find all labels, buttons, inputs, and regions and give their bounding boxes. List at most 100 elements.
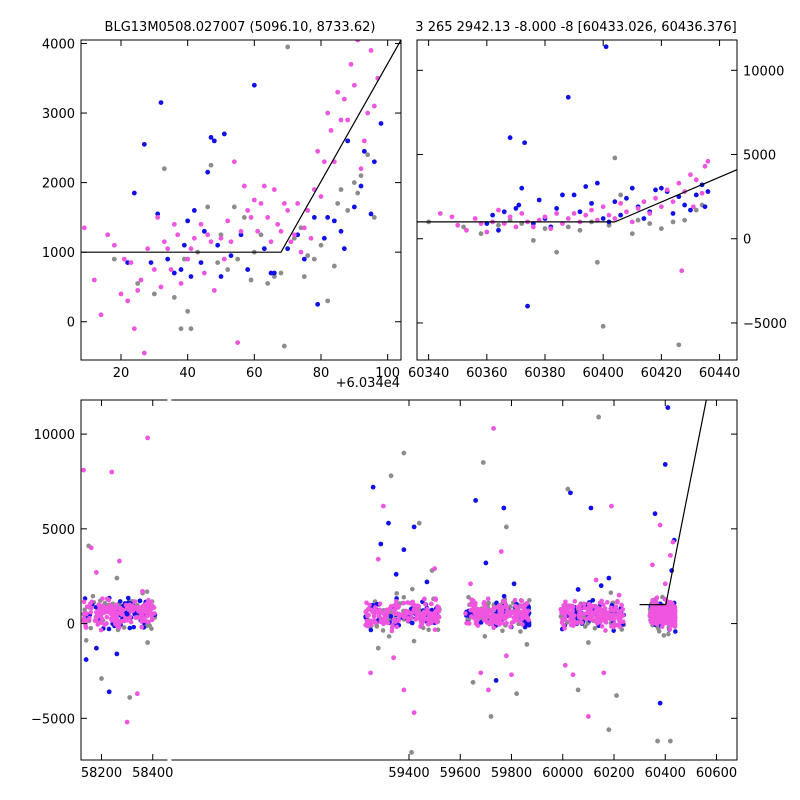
magenta-data-point [125, 298, 131, 304]
magenta-data-point [241, 183, 247, 189]
season-3-magenta-point [602, 615, 607, 621]
x-tick-label: 60340 [408, 366, 449, 381]
grey-data-point [496, 222, 501, 228]
magenta-data-point [151, 267, 157, 272]
grey-data-point [461, 224, 466, 230]
season-4-magenta-point [672, 624, 677, 629]
blue-data-point [315, 301, 321, 307]
top-left-x-offset-label: +6.034e4 [336, 376, 400, 391]
magenta-data-point [258, 201, 264, 206]
magenta-data-point [484, 229, 490, 235]
grey-data-point [635, 217, 641, 223]
magenta-data-point [355, 40, 361, 43]
grey-data-point [231, 204, 237, 210]
magenta-data-point [606, 212, 612, 218]
season-3-magenta-point [609, 614, 614, 620]
season-1-grey-point [394, 591, 400, 596]
grey-data-point [311, 256, 317, 262]
season-4-magenta-point [654, 595, 660, 600]
magenta-data-point [135, 288, 141, 293]
magenta-data-point [305, 208, 311, 213]
blue-data-point [321, 235, 327, 241]
season-4-grey-point [661, 633, 667, 638]
magenta-data-point [421, 596, 427, 602]
blue-data-point [361, 148, 367, 154]
blue-data-point [261, 246, 267, 252]
season-3-magenta-point [585, 606, 591, 611]
grey-data-point [225, 267, 231, 272]
blue-data-point [124, 611, 130, 617]
blue-data-point [565, 94, 571, 100]
season-0-magenta-point [133, 615, 138, 620]
magenta-data-point [271, 187, 277, 192]
season-1-magenta-point [436, 609, 442, 614]
season-4-magenta-point [667, 599, 673, 605]
grey-data-point [305, 253, 311, 259]
grey-data-point [188, 326, 194, 332]
magenta-data-point [432, 566, 438, 572]
season-1-magenta-point [432, 627, 438, 633]
season-4-grey-point [666, 631, 671, 637]
grey-data-point [401, 450, 407, 456]
grey-data-point [606, 222, 612, 228]
season-4-magenta-point [650, 610, 656, 616]
magenta-data-point [585, 714, 591, 719]
blue-data-point [201, 228, 207, 234]
blue-data-point [93, 645, 99, 651]
magenta-data-point [298, 249, 304, 255]
magenta-data-point [658, 204, 664, 210]
season-1-magenta-point [405, 609, 411, 614]
x-tick-label: 60400 [645, 766, 686, 781]
season-0-grey-point [121, 625, 127, 630]
season-2-grey-point [482, 634, 488, 639]
blue-data-point [705, 189, 711, 194]
blue-data-point [155, 211, 161, 217]
season-3-magenta-point [562, 617, 568, 622]
magenta-data-point [609, 503, 614, 509]
magenta-data-point [99, 604, 104, 609]
grey-data-point [127, 695, 133, 700]
magenta-data-point [261, 183, 267, 189]
blue-data-point [295, 232, 301, 238]
season-0-blue-point [127, 625, 133, 631]
x-tick-label: 58200 [81, 766, 122, 781]
magenta-data-point [358, 166, 364, 172]
blue-data-point [386, 520, 391, 526]
model-line [639, 400, 707, 606]
grey-data-point [185, 308, 191, 314]
magenta-data-point [198, 221, 204, 227]
season-0-magenta-point [108, 611, 114, 616]
blue-data-point [554, 206, 560, 211]
magenta-data-point [228, 239, 234, 245]
magenta-data-point [185, 256, 191, 262]
magenta-data-point [191, 235, 197, 241]
magenta-data-point [375, 556, 381, 562]
blue-data-point [188, 274, 194, 279]
season-3-magenta-point [605, 600, 610, 605]
blue-data-point [311, 214, 317, 220]
grey-data-point [161, 166, 167, 172]
season-2-magenta-point [504, 606, 510, 611]
season-1-magenta-point [418, 624, 423, 629]
blue-data-point [575, 587, 581, 592]
season-2-magenta-point [521, 604, 527, 610]
grey-data-point [480, 460, 486, 465]
season-2-magenta-point [482, 610, 488, 616]
magenta-data-point [98, 312, 104, 318]
magenta-data-point [134, 691, 140, 697]
blue-data-point [501, 209, 507, 215]
season-0-magenta-point [98, 627, 104, 633]
magenta-data-point [365, 110, 371, 116]
magenta-data-point [155, 214, 161, 220]
season-0-magenta-point [148, 606, 154, 611]
blue-data-point [688, 207, 693, 213]
season-1-magenta-point [396, 603, 402, 609]
season-0-magenta-point [136, 609, 141, 614]
season-3-magenta-point [595, 614, 600, 619]
season-3-magenta-point [619, 602, 624, 608]
magenta-data-point [175, 232, 181, 238]
grey-data-point [600, 323, 606, 329]
grey-data-point [278, 270, 284, 276]
blue-data-point [653, 187, 658, 193]
grey-data-point [542, 226, 548, 232]
